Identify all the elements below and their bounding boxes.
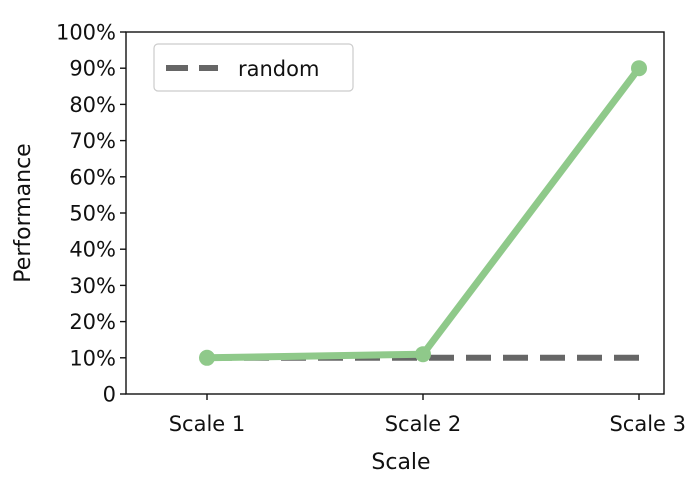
performance-point [415, 346, 431, 363]
legend-box [153, 43, 354, 92]
x-tick-label: Scale 3 [609, 412, 686, 436]
plot-layer [199, 60, 647, 366]
y-tick-label: 40% [69, 238, 116, 262]
x-tick-label: Scale 1 [169, 412, 246, 436]
y-axis-title: Performance [11, 143, 36, 282]
y-tick-label: 80% [69, 93, 116, 117]
y-tick-label: 100% [56, 21, 116, 45]
y-tick-label: 30% [69, 274, 116, 298]
x-tick-label: Scale 2 [385, 412, 462, 436]
y-tick-label: 10% [69, 346, 116, 370]
legend-label-random: random [238, 57, 319, 81]
y-tick-label: 50% [69, 202, 116, 226]
performance-point [631, 60, 647, 77]
y-tick-label: 60% [69, 165, 116, 189]
y-tick-label: 90% [69, 57, 116, 81]
axes-layer: 0 10% 20% 30% 40% 50% 60% 70% 80% 90% 100% Scale 1 S… [56, 21, 686, 437]
y-tick-label: 0 [103, 383, 116, 407]
performance-point [199, 349, 215, 366]
x-axis-title: Scale [371, 450, 430, 475]
legend: random [153, 43, 354, 92]
y-tick-label: 20% [69, 310, 116, 334]
y-tick-label: 70% [69, 129, 116, 153]
